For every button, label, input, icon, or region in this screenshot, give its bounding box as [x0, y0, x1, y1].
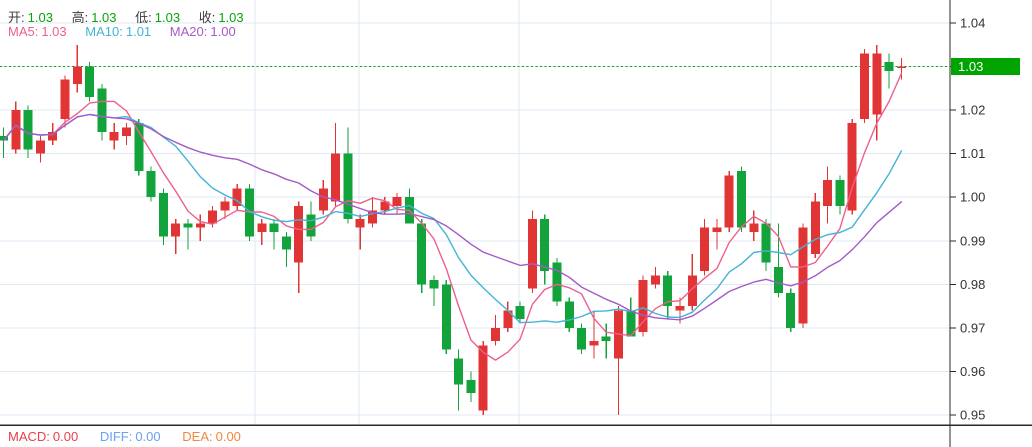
- open-readout: 开: 1.03: [8, 10, 53, 25]
- y-axis-tick-label: 1.04: [960, 16, 985, 31]
- candle[interactable]: [343, 127, 353, 224]
- ma5-readout: MA5: 1.03: [8, 24, 67, 39]
- y-axis-tick-label: 0.96: [960, 364, 985, 379]
- candle[interactable]: [429, 275, 439, 307]
- last-price-badge: 1.03: [951, 58, 1020, 75]
- candle[interactable]: [798, 223, 808, 328]
- candle[interactable]: [687, 253, 697, 311]
- candle[interactable]: [724, 171, 734, 233]
- ma20-line: [2, 113, 903, 321]
- candle[interactable]: [786, 288, 796, 333]
- candle[interactable]: [564, 297, 574, 333]
- candle[interactable]: [232, 184, 242, 211]
- y-axis-tick-label: 1.01: [960, 146, 985, 161]
- candle[interactable]: [577, 323, 587, 354]
- candle[interactable]: [712, 218, 722, 250]
- candle[interactable]: [146, 166, 156, 202]
- candle[interactable]: [171, 218, 181, 254]
- candle[interactable]: [220, 197, 230, 219]
- candle[interactable]: [294, 201, 304, 294]
- y-axis-tick-label: 1.00: [960, 190, 985, 205]
- candle[interactable]: [749, 210, 759, 241]
- ma10-readout: MA10: 1.01: [85, 24, 152, 39]
- candle[interactable]: [614, 306, 623, 415]
- candle[interactable]: [158, 188, 168, 246]
- high-readout: 高: 1.03: [71, 10, 117, 25]
- candle[interactable]: [552, 258, 562, 307]
- ohlc-legend: 开: 1.03 高: 1.03 低: 1.03 收: 1.03: [8, 7, 259, 26]
- candle[interactable]: [454, 349, 464, 411]
- candle[interactable]: [441, 279, 451, 354]
- candle[interactable]: [392, 192, 402, 215]
- candle[interactable]: [85, 62, 95, 102]
- candle[interactable]: [626, 297, 636, 337]
- candle[interactable]: [638, 275, 648, 337]
- candle[interactable]: [860, 49, 869, 124]
- candle[interactable]: [773, 223, 783, 298]
- candle[interactable]: [281, 232, 291, 267]
- y-axis-tick-label: 0.99: [960, 233, 985, 248]
- diff-readout: DIFF: 0.00: [99, 429, 161, 444]
- y-axis-tick-label: 0.97: [960, 320, 985, 335]
- macd-readout: MACD: 0.00: [8, 429, 79, 444]
- candle[interactable]: [872, 44, 882, 141]
- candle[interactable]: [183, 218, 193, 250]
- candle[interactable]: [331, 123, 341, 206]
- candle[interactable]: [269, 218, 279, 250]
- candle[interactable]: [515, 301, 525, 324]
- candle[interactable]: [257, 218, 267, 246]
- candle[interactable]: [466, 371, 476, 402]
- candle[interactable]: [527, 210, 537, 294]
- candle[interactable]: [35, 136, 45, 163]
- candle[interactable]: [0, 127, 8, 159]
- candle[interactable]: [97, 83, 107, 141]
- candle[interactable]: [11, 101, 21, 154]
- candle[interactable]: [823, 166, 833, 224]
- candle[interactable]: [491, 314, 500, 346]
- candle[interactable]: [417, 218, 427, 294]
- close-readout: 收: 1.03: [198, 10, 244, 25]
- candle[interactable]: [355, 214, 365, 250]
- candles-layer[interactable]: [0, 44, 906, 415]
- y-axis-tick-label: 1.02: [960, 103, 985, 118]
- candle[interactable]: [503, 301, 513, 333]
- candle[interactable]: [761, 218, 771, 272]
- candle[interactable]: [737, 166, 746, 233]
- gridlines: [0, 0, 950, 425]
- candle[interactable]: [60, 75, 70, 128]
- low-readout: 低: 1.03: [135, 10, 181, 25]
- macd-indicator-legend: MACD: 0.00 DIFF: 0.00 DEA: 0.00: [8, 429, 259, 444]
- candle[interactable]: [663, 271, 673, 320]
- candle[interactable]: [72, 44, 82, 93]
- ma-legend: MA5: 1.03 MA10: 1.01 MA20: 1.00: [8, 24, 251, 39]
- dea-readout: DEA: 0.00: [182, 429, 241, 444]
- ma10-line: [2, 113, 903, 324]
- candle[interactable]: [810, 192, 820, 259]
- candle[interactable]: [884, 53, 894, 89]
- y-axis-tick-label: 0.98: [960, 277, 985, 292]
- candle[interactable]: [134, 118, 144, 176]
- candle[interactable]: [650, 266, 660, 289]
- candle[interactable]: [896, 57, 906, 80]
- candle[interactable]: [847, 118, 857, 215]
- candle[interactable]: [540, 214, 550, 285]
- candle[interactable]: [122, 123, 131, 145]
- y-axis-tick-label: 0.95: [960, 407, 985, 422]
- candle[interactable]: [835, 175, 845, 215]
- ma5-line: [2, 72, 903, 361]
- y-axis-labels: 1.041.031.021.011.000.990.980.970.960.95: [950, 16, 985, 422]
- candle[interactable]: [195, 214, 205, 241]
- candle[interactable]: [700, 218, 710, 276]
- candle[interactable]: [601, 323, 611, 359]
- candle[interactable]: [478, 340, 488, 415]
- candle[interactable]: [23, 105, 33, 159]
- candle[interactable]: [109, 123, 119, 150]
- ma20-readout: MA20: 1.00: [169, 24, 236, 39]
